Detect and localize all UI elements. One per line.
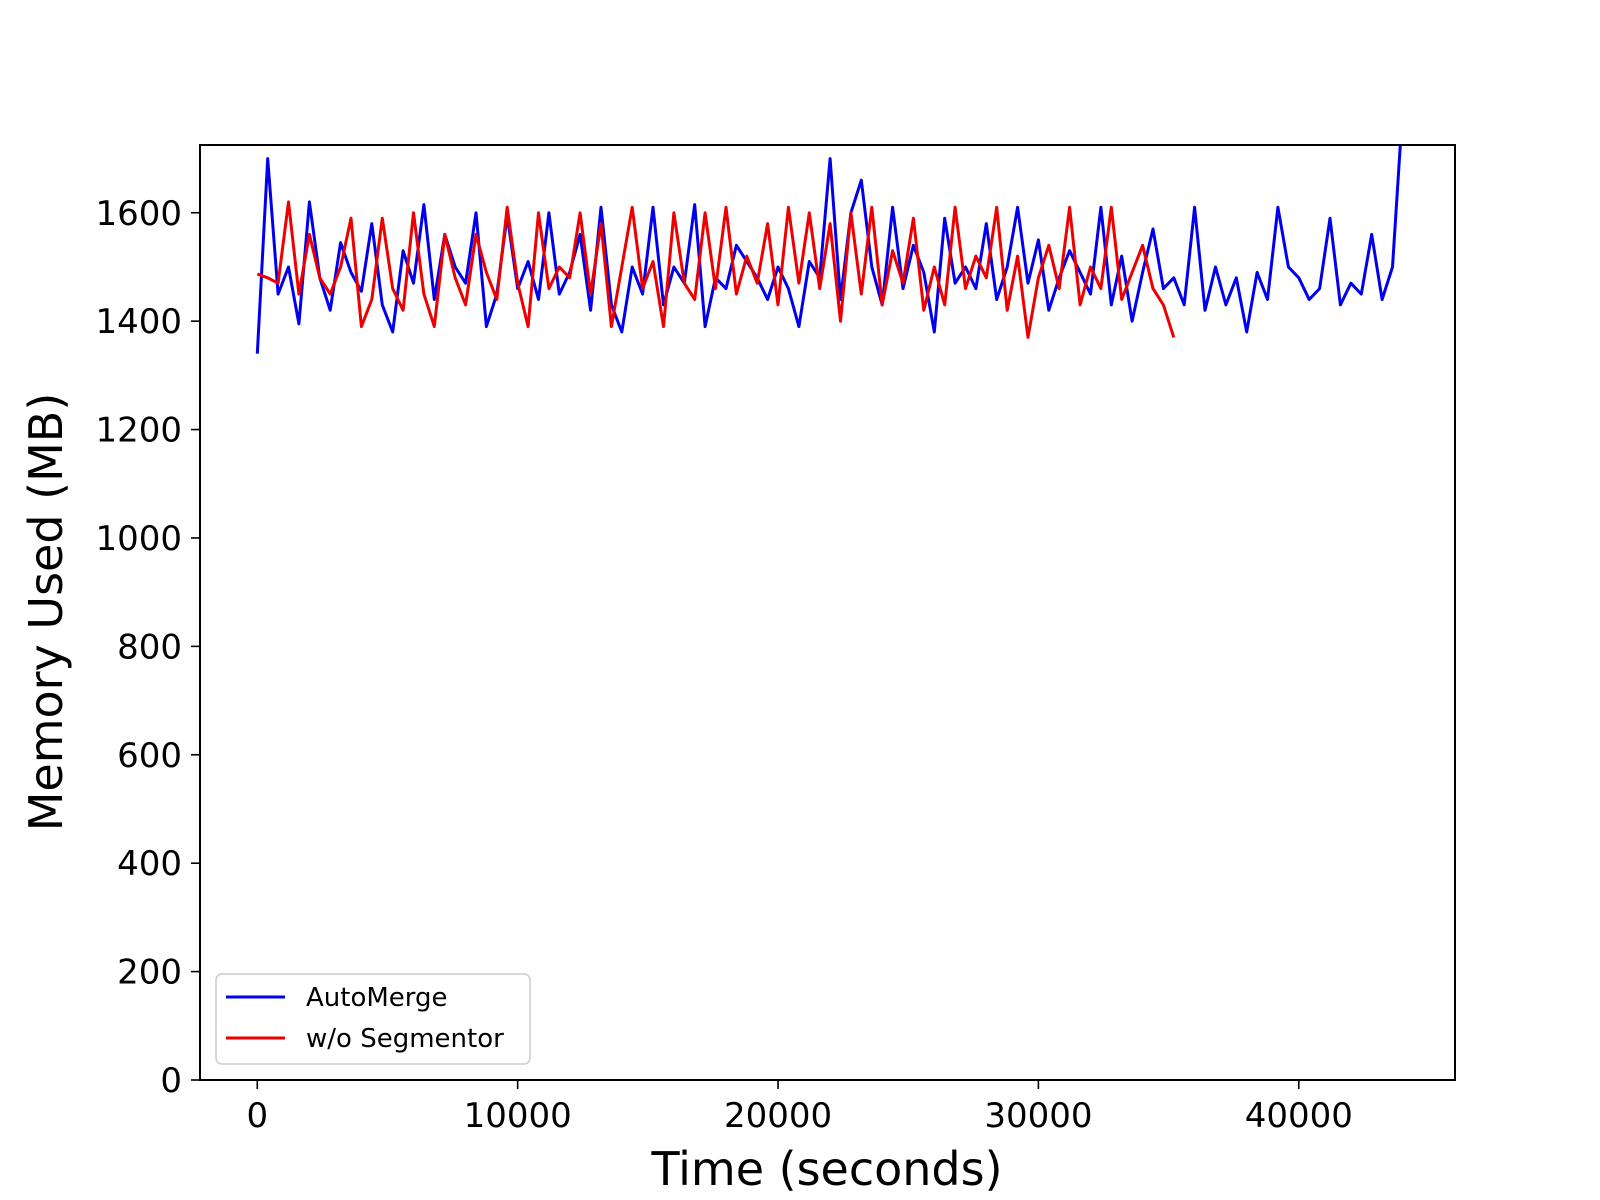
x-tick-label: 10000: [464, 1096, 572, 1136]
x-tick-label: 20000: [724, 1096, 832, 1136]
legend: AutoMerge w/o Segmentor: [215, 973, 531, 1065]
legend-label-wo-segmentor: w/o Segmentor: [306, 1024, 504, 1054]
y-tick-label: 1000: [95, 519, 182, 559]
y-tick-label: 1200: [95, 411, 182, 451]
series-line-automerge: [255, 145, 1402, 354]
y-axis-ticks: 0 200 400 600 800 1000 1200 1400 1600: [95, 194, 200, 1101]
x-tick-label: 40000: [1245, 1096, 1353, 1136]
y-tick-label: 200: [117, 953, 182, 993]
y-tick-label: 0: [160, 1061, 182, 1101]
y-tick-label: 600: [117, 736, 182, 776]
x-axis-label: Time (seconds): [650, 1142, 1002, 1196]
y-tick-label: 800: [117, 627, 182, 667]
series-line-w-o-segmentor: [256, 200, 1176, 339]
legend-label-automerge: AutoMerge: [306, 983, 448, 1013]
x-axis-ticks: 0 10000 20000 30000 40000: [246, 1080, 1353, 1136]
x-tick-label: 30000: [984, 1096, 1092, 1136]
plot-area-frame: [199, 144, 1456, 1081]
legend-box: [215, 973, 531, 1065]
y-tick-label: 400: [117, 844, 182, 884]
y-axis-label: Memory Used (MB): [19, 393, 73, 832]
y-tick-label: 1400: [95, 302, 182, 342]
x-tick-label: 0: [246, 1096, 268, 1136]
series-lines: [255, 145, 1402, 354]
y-tick-label: 1600: [95, 194, 182, 234]
